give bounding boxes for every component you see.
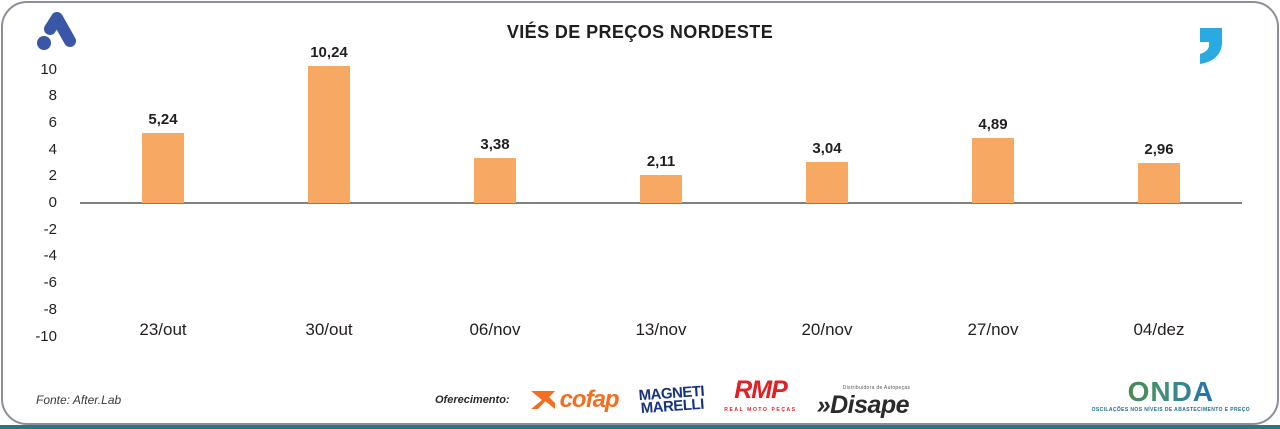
y-tick-label: -8 [43,300,57,318]
plot-area: 10 8 6 4 2 0 -2 -4 -6 -8 -10 5,24 23/out 10,24 30/out 3… [35,44,1242,345]
x-tick-label: 04/dez [1133,320,1185,339]
y-tick-label: 10 [40,60,57,78]
page-title: VIÉS DE PREÇOS NORDESTE [506,22,774,42]
y-tick-label: 4 [48,140,57,158]
bar-value-label: 5,24 [148,111,178,129]
y-tick-label: 0 [48,194,57,211]
quote-icon [1200,28,1222,64]
bar-value-label: 2,96 [1144,141,1174,159]
bar [308,66,350,203]
y-tick-label: -10 [35,327,57,345]
onda-tagline: OSCILAÇÕES NOS NÍVEIS DE ABASTECIMENTO E… [1091,407,1250,413]
source-note: Fonte: After.Lab [36,393,122,407]
onda-wordmark: ONDA [1127,376,1215,407]
bar-value-label: 10,24 [310,44,348,62]
bottom-accent-strip [0,425,1280,429]
x-tick-label: 30/out [305,320,353,339]
bar-value-label: 4,89 [978,115,1008,133]
rmp-subtitle: REAL MOTO PEÇAS [724,407,797,413]
bar [142,133,184,203]
x-tick-label: 13/nov [635,320,687,339]
bar-value-label: 3,04 [812,140,842,158]
y-tick-label: -4 [43,247,57,265]
y-tick-label: 2 [48,167,57,185]
bar [640,174,682,203]
disape-wordmark: »Disape [816,391,910,419]
magneti-line2: MARELLI [639,395,704,418]
x-tick-label: 27/nov [967,320,1019,339]
bar [474,157,516,203]
x-tick-label: 23/out [139,320,187,339]
rmp-wordmark: RMP [734,376,788,404]
bar [806,162,848,203]
bar [1138,163,1180,203]
sponsor-row: Oferecimento: cofap MAGNETI MARELLI RMP … [435,378,910,422]
disape-subtitle: Distribuidora de Autopeças [842,385,911,391]
x-axis-line [80,202,1242,204]
x-tick-label: 06/nov [469,320,521,339]
cofap-x-icon [530,391,555,409]
disape-logo: Distribuidora de Autopeças »Disape [816,383,911,419]
magneti-marelli-logo: MAGNETI MARELLI [638,383,705,418]
x-tick-label: 20/nov [801,320,853,339]
oferecimento-label: Oferecimento: [435,394,510,406]
bar [972,137,1014,203]
y-tick-label: -6 [43,274,57,292]
y-tick-label: 8 [48,87,57,105]
y-tick-label: -2 [43,220,57,238]
cofap-logo: cofap [530,386,620,414]
rmp-logo: RMP REAL MOTO PEÇAS [724,376,797,420]
afterlab-logo-icon [37,12,76,50]
bar-value-label: 3,38 [480,135,510,153]
onda-logo: ONDA OSCILAÇÕES NOS NÍVEIS DE ABASTECIME… [1091,376,1250,414]
y-tick-label: 6 [48,113,57,131]
bar-value-label: 2,11 [646,152,676,170]
cofap-wordmark: cofap [559,386,620,413]
